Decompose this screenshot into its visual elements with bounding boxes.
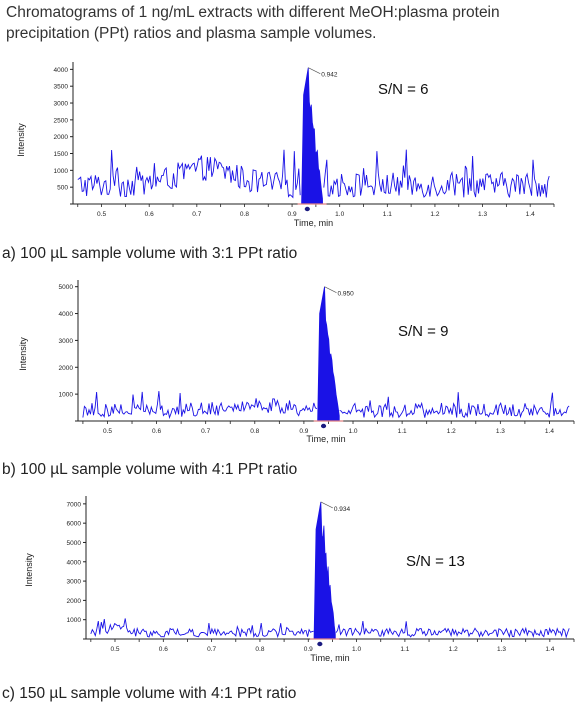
x-tick-label-3: 0.8 [255,646,264,653]
chromatogram-c: 1000 2000 3000 4000 5000 6000 7000 0.5 0.6 0.7 0.8… [24,496,575,663]
y-tick-label-3: 2000 [54,134,69,141]
peak-label-leader [324,286,337,293]
x-tick-label-7: 1.2 [430,211,439,218]
trace-noise-right [335,621,570,639]
signal-to-noise-annotation: S/N = 6 [378,81,428,98]
y-tick-label-0: 1000 [59,392,74,399]
retention-marker [317,641,323,647]
x-tick-label-6: 1.1 [400,646,409,653]
peak [317,286,340,422]
peak-label-leader [308,67,321,74]
trace-noise-left [82,391,318,420]
caption-c: c) 150 µL sample volume with 4:1 PPt rat… [2,685,297,702]
y-axis-label: Intensity [18,337,28,371]
y-tick-label-0: 1000 [67,617,82,624]
trace-noise-right [339,392,570,419]
x-tick-label-2: 0.7 [207,646,216,653]
x-axis-label: Time, min [310,653,349,663]
retention-marker [304,206,310,212]
x-axis-label: Time, min [306,434,345,444]
y-tick-label-5: 3000 [54,101,69,108]
x-axis-label: Time, min [294,218,333,228]
x-tick-label-0: 0.5 [110,646,119,653]
x-tick-label-1: 0.6 [152,428,161,435]
y-tick-label-0: 500 [57,185,68,192]
trace-noise-left [90,618,314,639]
y-tick-label-4: 2500 [54,117,69,124]
x-tick-label-3: 0.8 [240,211,249,218]
x-tick-label-8: 1.3 [496,428,505,435]
y-tick-label-5: 6000 [67,521,82,528]
x-tick-label-4: 0.9 [299,428,308,435]
x-tick-label-7: 1.2 [447,428,456,435]
x-tick-label-5: 1.0 [348,428,357,435]
y-tick-label-1: 2000 [59,365,74,372]
x-tick-label-2: 0.7 [192,211,201,218]
y-tick-label-6: 7000 [67,501,82,508]
y-tick-label-1: 2000 [67,598,82,605]
y-axis-label: Intensity [24,553,34,587]
x-tick-label-0: 0.5 [97,211,106,218]
caption-a: a) 100 µL sample volume with 3:1 PPt rat… [2,245,298,262]
chromatogram-a: 500 1000 1500 2000 2500 3000 3500 4000 0.5 0.6 0.7… [16,62,555,228]
peak-label: 0.950 [338,291,355,298]
x-tick-label-4: 0.9 [304,646,313,653]
x-tick-label-9: 1.4 [545,428,554,435]
y-tick-label-4: 5000 [59,284,74,291]
y-tick-label-7: 4000 [54,67,69,74]
x-tick-label-1: 0.6 [159,646,168,653]
y-tick-label-2: 3000 [59,338,74,345]
x-tick-label-9: 1.4 [526,211,535,218]
x-tick-label-7: 1.2 [449,646,458,653]
x-tick-label-6: 1.1 [383,211,392,218]
peak-label: 0.934 [334,506,351,513]
x-tick-label-5: 1.0 [352,646,361,653]
y-tick-label-6: 3500 [54,84,69,91]
y-tick-label-4: 5000 [67,540,82,547]
x-tick-label-3: 0.8 [250,428,259,435]
peak [301,67,323,205]
peak-label-leader [320,501,333,509]
y-tick-label-3: 4000 [59,311,74,318]
peak [313,501,336,640]
x-tick-label-2: 0.7 [201,428,210,435]
y-tick-label-1: 1000 [54,168,69,175]
chromatogram-b: 1000 2000 3000 4000 5000 0.5 0.6 0.7 0.8 0.9 1.0 1.… [18,280,575,444]
x-tick-label-8: 1.3 [478,211,487,218]
retention-marker [320,423,327,429]
x-tick-label-0: 0.5 [103,428,112,435]
x-tick-label-1: 0.6 [145,211,154,218]
y-tick-label-2: 1500 [54,151,69,158]
x-tick-label-8: 1.3 [497,646,506,653]
trace-noise-left [77,149,301,199]
trace-noise-right [323,149,550,198]
x-tick-label-5: 1.0 [335,211,344,218]
peak-label: 0.942 [321,72,338,79]
y-tick-label-2: 3000 [67,579,82,586]
signal-to-noise-annotation: S/N = 13 [406,553,465,570]
signal-to-noise-annotation: S/N = 9 [398,323,448,340]
x-tick-label-9: 1.4 [545,646,554,653]
y-axis-label: Intensity [16,123,26,157]
caption-b: b) 100 µL sample volume with 4:1 PPt rat… [2,461,298,478]
y-tick-label-3: 4000 [67,559,82,566]
x-tick-label-6: 1.1 [398,428,407,435]
figure-title: Chromatograms of 1 ng/mL extracts with d… [6,4,500,42]
x-tick-label-4: 0.9 [288,211,297,218]
